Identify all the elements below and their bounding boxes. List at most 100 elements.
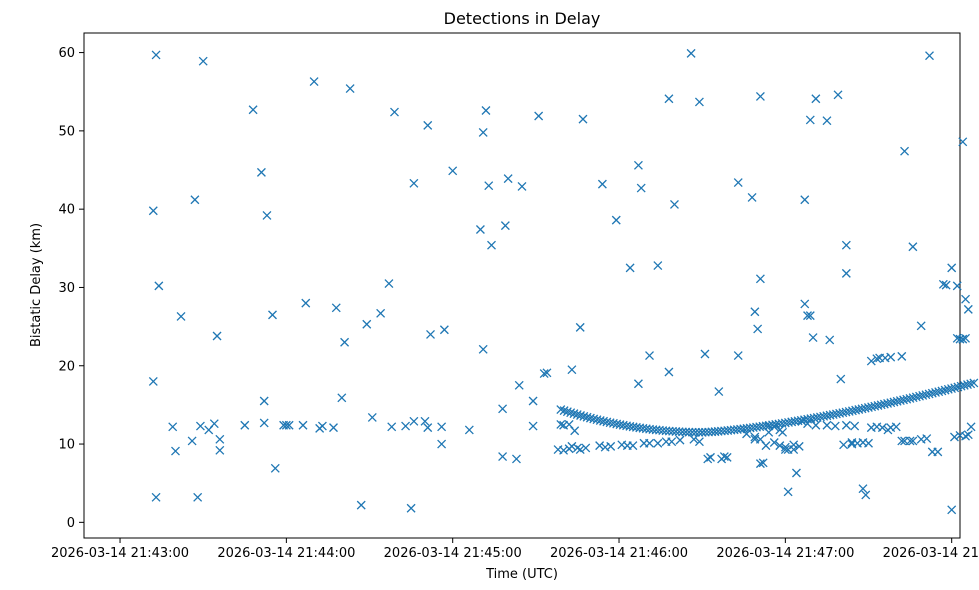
data-point bbox=[376, 308, 386, 318]
data-point bbox=[268, 310, 277, 320]
data-point bbox=[958, 334, 968, 344]
data-point bbox=[961, 294, 971, 304]
data-point bbox=[572, 410, 582, 420]
data-point bbox=[151, 50, 161, 60]
data-point bbox=[886, 352, 896, 362]
x-tick-label: 2026-03-14 21:48:00 bbox=[883, 546, 979, 561]
data-point bbox=[780, 442, 790, 452]
data-point bbox=[703, 454, 713, 464]
data-point bbox=[301, 298, 311, 308]
data-point bbox=[625, 263, 635, 273]
data-point bbox=[847, 439, 857, 449]
data-point bbox=[514, 380, 524, 390]
data-point bbox=[595, 416, 605, 425]
data-point bbox=[517, 181, 527, 191]
data-point bbox=[822, 116, 832, 126]
data-point bbox=[778, 427, 788, 437]
data-point bbox=[592, 415, 602, 425]
data-point bbox=[337, 393, 347, 403]
data-point bbox=[966, 379, 976, 389]
data-point bbox=[800, 299, 810, 309]
data-point bbox=[966, 422, 976, 432]
data-point bbox=[961, 431, 971, 441]
data-point bbox=[861, 490, 871, 500]
data-point bbox=[154, 281, 164, 291]
data-point bbox=[805, 311, 815, 321]
data-point bbox=[670, 200, 679, 209]
data-point bbox=[448, 166, 458, 176]
data-point bbox=[569, 409, 579, 419]
data-point bbox=[811, 94, 821, 104]
chart-title: Detections in Delay bbox=[444, 9, 601, 28]
data-point bbox=[600, 442, 610, 452]
data-point bbox=[674, 427, 684, 437]
data-point bbox=[387, 422, 397, 432]
data-point bbox=[687, 427, 697, 437]
data-point bbox=[500, 221, 510, 231]
data-point bbox=[789, 440, 799, 450]
data-point bbox=[714, 387, 724, 397]
data-point bbox=[872, 354, 882, 364]
data-point bbox=[800, 195, 810, 205]
y-tick-label: 0 bbox=[67, 516, 75, 531]
data-point bbox=[808, 333, 818, 343]
data-point bbox=[755, 459, 765, 469]
data-point bbox=[753, 324, 763, 334]
data-point bbox=[566, 408, 576, 418]
data-point bbox=[556, 405, 566, 415]
data-point bbox=[747, 192, 757, 202]
x-tick-label: 2026-03-14 21:45:00 bbox=[384, 546, 522, 561]
data-point bbox=[193, 492, 203, 502]
data-point bbox=[681, 427, 691, 437]
data-point bbox=[686, 48, 696, 58]
data-point bbox=[511, 454, 521, 464]
data-point bbox=[803, 311, 812, 321]
data-point bbox=[215, 434, 225, 444]
data-point bbox=[575, 322, 585, 332]
data-point bbox=[151, 492, 161, 502]
data-point bbox=[664, 367, 674, 377]
data-point bbox=[406, 503, 416, 513]
data-point bbox=[534, 111, 544, 121]
data-point bbox=[825, 335, 835, 345]
data-point bbox=[559, 406, 569, 416]
data-point bbox=[256, 167, 266, 177]
data-point bbox=[498, 452, 508, 462]
data-point bbox=[897, 351, 907, 361]
data-point bbox=[636, 183, 646, 193]
data-point bbox=[478, 127, 488, 137]
data-point bbox=[783, 487, 793, 497]
data-point bbox=[329, 423, 338, 433]
data-point bbox=[487, 240, 496, 250]
data-point bbox=[794, 441, 804, 451]
data-point bbox=[653, 261, 663, 270]
data-point bbox=[811, 420, 821, 430]
data-point bbox=[597, 179, 607, 189]
data-point bbox=[475, 225, 485, 234]
data-point bbox=[556, 420, 566, 429]
data-point bbox=[717, 454, 727, 464]
data-point bbox=[215, 445, 225, 455]
data-point bbox=[958, 137, 968, 147]
data-point bbox=[423, 423, 433, 433]
data-point bbox=[689, 434, 699, 444]
data-point bbox=[190, 195, 200, 205]
data-point bbox=[841, 420, 851, 430]
data-point bbox=[675, 435, 685, 445]
x-tick-label: 2026-03-14 21:44:00 bbox=[217, 546, 355, 561]
data-point bbox=[248, 105, 258, 115]
data-point bbox=[281, 420, 291, 430]
data-point bbox=[599, 416, 609, 426]
data-point bbox=[694, 97, 704, 107]
data-point bbox=[938, 279, 948, 289]
data-point bbox=[908, 436, 918, 446]
data-point bbox=[758, 458, 768, 468]
data-point bbox=[791, 468, 801, 478]
data-point bbox=[567, 441, 577, 451]
data-point bbox=[959, 380, 969, 390]
data-point bbox=[195, 421, 205, 431]
data-point bbox=[866, 356, 876, 366]
data-point bbox=[579, 411, 589, 421]
data-point bbox=[595, 441, 605, 451]
